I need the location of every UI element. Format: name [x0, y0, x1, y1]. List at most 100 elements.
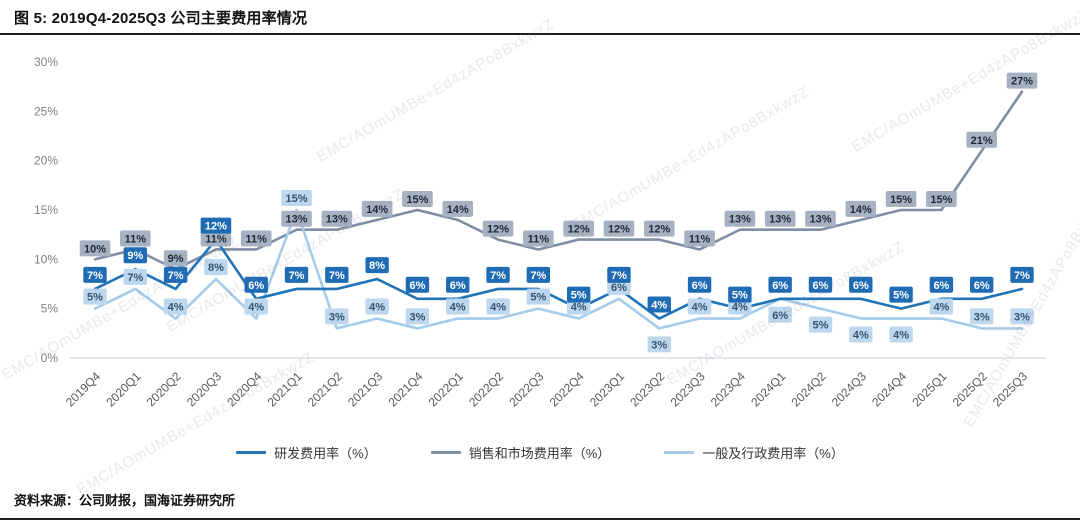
y-axis-tick: 30% [34, 55, 58, 69]
sm-data-label-box [845, 200, 877, 217]
rd-data-label: 5% [893, 290, 909, 302]
x-axis-tick: 2020Q2 [144, 369, 184, 409]
ga-data-label-box [365, 298, 389, 315]
rd-data-label-box [687, 276, 712, 293]
sm-data-label-box [361, 200, 393, 217]
x-axis-tick: 2023Q1 [587, 369, 627, 409]
rd-data-label-box [163, 266, 188, 283]
rd-data-label: 8% [369, 260, 385, 272]
rd-data-label-box [325, 266, 349, 283]
ga-data-label-box [405, 308, 430, 325]
x-axis-tick: 2025Q3 [990, 369, 1030, 409]
sm-series-line [93, 90, 1024, 271]
rd-data-label-box [405, 276, 430, 293]
sm-data-label: 15% [890, 194, 912, 206]
sm-data-label-box [643, 220, 675, 237]
x-axis-tick: 2021Q1 [265, 369, 305, 409]
title-divider [0, 33, 1080, 35]
sm-data-label: 27% [1011, 76, 1033, 88]
ga-data-label: 3% [1014, 311, 1030, 323]
ga-data-label-box [486, 298, 510, 315]
x-axis-tick: 2024Q4 [869, 369, 909, 409]
x-axis-tick: 2022Q2 [466, 369, 506, 409]
rd-data-label: 9% [127, 250, 143, 262]
ga-data-label-box [281, 190, 312, 206]
ga-line-swatch [664, 451, 695, 454]
sm-data-label: 13% [729, 214, 751, 226]
sm-data-label: 12% [568, 224, 590, 236]
x-axis-tick: 2021Q3 [345, 369, 385, 409]
ga-data-label-box [325, 308, 349, 325]
ga-data-label: 4% [369, 302, 385, 314]
x-axis-tick: 2023Q4 [708, 369, 748, 409]
y-axis-tick: 5% [41, 302, 59, 316]
sm-data-label-box [200, 230, 232, 247]
sm-data-label: 11% [246, 233, 268, 245]
ga-series-line [93, 208, 1024, 330]
x-axis-tick: 2025Q2 [950, 369, 990, 409]
sm-data-label: 15% [406, 194, 428, 206]
x-axis-tick: 2022Q1 [426, 369, 466, 409]
sm-data-label: 21% [971, 135, 993, 147]
x-axis-tick: 2024Q1 [748, 369, 788, 409]
ga-data-label: 5% [813, 320, 829, 332]
ga-data-label: 4% [893, 330, 909, 342]
ga-data-label: 4% [168, 302, 184, 314]
legend-label-ga: 一般及行政费用率（%） [702, 446, 844, 461]
ga-data-label-box [446, 298, 470, 315]
ga-data-label: 4% [692, 302, 708, 314]
rd-data-label: 6% [974, 280, 990, 292]
sm-data-label: 15% [930, 194, 952, 206]
sm-data-label-box [523, 230, 554, 247]
legend-label-sm: 销售和市场费用率（%） [468, 446, 611, 461]
y-axis-tick: 0% [41, 351, 59, 365]
ga-data-label-box [687, 298, 712, 315]
y-axis-tick: 20% [34, 154, 58, 168]
ga-data-label-box [1010, 308, 1034, 325]
x-axis-tick: 2022Q3 [506, 369, 546, 409]
ga-data-label: 4% [933, 302, 949, 314]
ga-data-label-box [244, 298, 268, 315]
ga-data-label: 4% [248, 302, 264, 314]
sm-data-label: 14% [850, 204, 872, 216]
sm-data-label: 12% [487, 224, 509, 236]
rd-data-label-box [1010, 266, 1034, 283]
ga-data-label-box [83, 288, 107, 305]
ga-data-label-box [849, 326, 873, 343]
ga-data-label-box [163, 298, 188, 315]
rd-data-label-box [526, 266, 551, 283]
rd-data-label-box [728, 286, 752, 303]
sm-data-label-box [321, 210, 353, 227]
sm-data-label: 10% [84, 243, 106, 255]
ga-data-label: 3% [651, 339, 667, 351]
rd-data-label-box [200, 217, 232, 234]
sm-data-label-box [163, 250, 188, 267]
sm-data-label-box [1006, 72, 1038, 89]
sm-data-label-box [120, 230, 151, 247]
rd-data-label-box [284, 266, 309, 283]
x-axis-tick: 2022Q4 [547, 369, 587, 409]
x-axis-tick: 2019Q4 [63, 369, 103, 409]
sm-data-label-box [79, 240, 111, 257]
legend-label-rd: 研发费用率（%） [274, 446, 377, 461]
rd-data-label: 6% [772, 280, 788, 292]
rd-data-label: 4% [651, 300, 667, 312]
rd-data-label-box [83, 266, 107, 283]
ga-data-label: 8% [208, 262, 224, 274]
ga-data-label: 15% [286, 193, 308, 205]
legend-item-sm: 销售和市场费用率（%） [430, 443, 611, 462]
sm-data-label-box [805, 210, 836, 227]
ga-data-label: 3% [409, 311, 425, 323]
rd-data-label-box [969, 276, 994, 293]
sm-line-swatch [430, 451, 461, 454]
sm-data-label-box [926, 191, 957, 207]
ga-data-label: 4% [490, 302, 506, 314]
sm-data-label: 11% [205, 233, 227, 245]
rd-data-label: 7% [490, 270, 506, 282]
sm-data-label-box [442, 200, 474, 217]
x-axis-tick: 2024Q2 [789, 369, 829, 409]
chart-area: 0% 5% 10% 15% 20% 25% 30% 2019Q4 2020Q1 2020Q2 202… [0, 36, 1080, 436]
rd-series-line [93, 238, 1024, 320]
sm-data-label-box [764, 210, 796, 227]
sm-data-label: 13% [286, 214, 308, 226]
